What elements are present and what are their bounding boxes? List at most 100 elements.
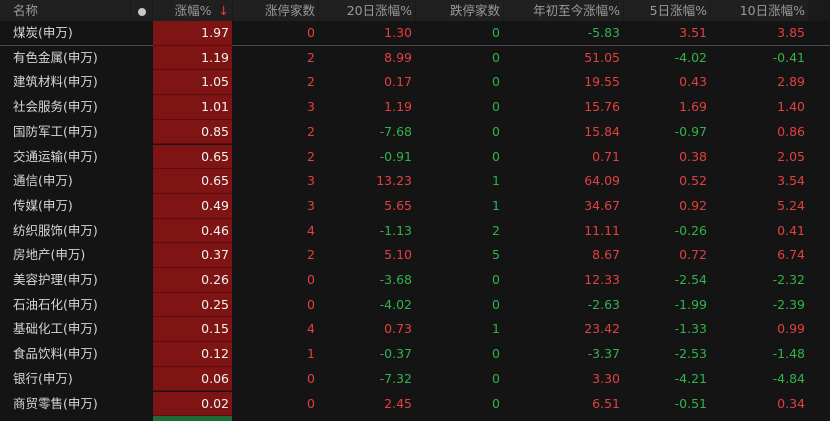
limit-up-value: 0: [307, 395, 315, 411]
change-percent: 1.97: [153, 21, 232, 46]
chg20-value: 0.17: [384, 74, 412, 90]
column-header-ytd[interactable]: 年初至今涨幅%: [504, 0, 623, 21]
limit-down-value: 0: [492, 99, 500, 115]
change-percent: 0.37: [153, 243, 232, 268]
chg5-value: -1.33: [674, 321, 707, 337]
chg20-value: -1.13: [379, 222, 412, 238]
industry-name: 传媒(申万): [13, 197, 73, 213]
chg5-value: -2.54: [674, 272, 707, 287]
chg20-value: 1.30: [384, 25, 412, 40]
industry-name: 食品饮料(申万): [13, 346, 98, 362]
table-row[interactable]: 通信(申万) 0.65 3 13.23 1 64.09 0.52 3.54: [0, 169, 830, 194]
chg10-value: -2.32: [772, 272, 805, 287]
change-percent: 0.65: [153, 144, 232, 170]
change-percent: 0.26: [153, 268, 232, 293]
chg5-value: 1.69: [679, 99, 707, 115]
limit-up-value: 2: [307, 74, 315, 90]
ytd-value: 34.67: [584, 197, 620, 213]
limit-down-value: 1: [492, 173, 500, 189]
column-header-chg5[interactable]: 5日涨幅%: [624, 0, 710, 21]
chg20-value: 2.45: [384, 395, 412, 411]
table-row[interactable]: 食品饮料(申万) 0.12 1 -0.37 0 -3.37 -2.53 -1.48: [0, 342, 830, 367]
column-header-chg10[interactable]: 10日涨幅%: [711, 0, 808, 21]
limit-down-value: 5: [492, 247, 500, 263]
column-header-limit-up[interactable]: 涨停家数: [233, 0, 318, 21]
limit-up-value: 0: [307, 370, 315, 386]
table-row[interactable]: 交通运输(申万) 0.65 2 -0.91 0 0.71 0.38 2.05: [0, 144, 830, 170]
chg10-value: -1.48: [772, 346, 805, 362]
ytd-value: -2.63: [587, 296, 620, 312]
table-row[interactable]: 有色金属(申万) 1.19 2 8.99 0 51.05 -4.02 -0.41: [0, 45, 830, 71]
chg10-value: 0.86: [777, 123, 805, 139]
limit-up-value: 0: [307, 296, 315, 312]
column-header-limit-down[interactable]: 跌停家数: [416, 0, 503, 21]
chg10-value: 2.89: [777, 74, 805, 90]
chg10-value: -4.84: [772, 370, 805, 386]
limit-up-value: 2: [307, 123, 315, 139]
chg5-value: -1.99: [674, 296, 707, 312]
table-row[interactable]: 社会服务(申万) 1.01 3 1.19 0 15.76 1.69 1.40: [0, 95, 830, 120]
table-row[interactable]: 基础化工(申万) 0.15 4 0.73 1 23.42 -1.33 0.99: [0, 317, 830, 343]
chg20-value: 1.19: [384, 99, 412, 115]
ytd-value: 11.11: [584, 222, 620, 238]
column-header-chg[interactable]: 涨幅% ↓: [153, 0, 232, 21]
column-header-chg-label: 涨幅%: [174, 3, 212, 18]
industry-name: 基础化工(申万): [13, 321, 98, 337]
ytd-value: 6.51: [592, 395, 620, 411]
chg5-value: -0.26: [674, 222, 707, 238]
chg5-value: 0.92: [679, 197, 707, 213]
limit-up-value: 1: [307, 346, 315, 362]
limit-down-value: 2: [492, 222, 500, 238]
chg10-value: 0.99: [777, 321, 805, 337]
chg10-value: 2.05: [777, 148, 805, 164]
chg5-value: 0.72: [679, 247, 707, 263]
limit-up-value: 2: [307, 49, 315, 65]
limit-down-value: 0: [492, 74, 500, 90]
industry-name: 通信(申万): [13, 173, 73, 189]
chg20-value: -3.68: [379, 272, 412, 287]
limit-down-value: 0: [492, 123, 500, 139]
industry-name: 房地产(申万): [13, 247, 86, 263]
limit-up-value: 0: [307, 25, 315, 40]
table-row[interactable]: 国防军工(申万) 0.85 2 -7.68 0 15.84 -0.97 0.86: [0, 119, 830, 145]
change-percent: 1.19: [153, 45, 232, 71]
table-row[interactable]: 商贸零售(申万) 0.02 0 2.45 0 6.51 -0.51 0.34: [0, 391, 830, 417]
chg20-value: 0.73: [384, 321, 412, 337]
chg10-value: 6.74: [777, 247, 805, 263]
table-row[interactable]: 房地产(申万) 0.37 2 5.10 5 8.67 0.72 6.74: [0, 243, 830, 268]
limit-up-value: 4: [307, 321, 315, 337]
industry-name: 纺织服饰(申万): [13, 222, 98, 238]
ytd-value: 3.30: [592, 370, 620, 386]
table-row[interactable]: 美容护理(申万) 0.26 0 -3.68 0 12.33 -2.54 -2.32: [0, 268, 830, 293]
industry-name: 煤炭(申万): [13, 25, 73, 40]
change-percent: 0.25: [153, 292, 232, 318]
limit-down-value: 0: [492, 25, 500, 40]
table-row[interactable]: 石油石化(申万) 0.25 0 -4.02 0 -2.63 -1.99 -2.39: [0, 292, 830, 318]
table-row[interactable]: 银行(申万) 0.06 0 -7.32 0 3.30 -4.21 -4.84: [0, 366, 830, 392]
chg20-value: 5.10: [384, 247, 412, 263]
column-header-name-label: 名称: [13, 3, 39, 18]
column-header-name[interactable]: 名称: [0, 0, 130, 21]
chg20-value: -0.37: [379, 346, 412, 362]
table-row[interactable]: 传媒(申万) 0.49 3 5.65 1 34.67 0.92 5.24: [0, 193, 830, 219]
chg5-value: -0.97: [674, 123, 707, 139]
industry-name: 社会服务(申万): [13, 99, 98, 115]
change-percent: 0.15: [153, 317, 232, 343]
industry-name: 有色金属(申万): [13, 49, 98, 65]
industry-name: 美容护理(申万): [13, 272, 98, 287]
table-row[interactable]: 纺织服饰(申万) 0.46 4 -1.13 2 11.11 -0.26 0.41: [0, 218, 830, 244]
table-row[interactable]: 煤炭(申万) 1.97 0 1.30 0 -5.83 3.51 3.85: [0, 21, 830, 46]
limit-up-value: 2: [307, 247, 315, 263]
column-header-chg20[interactable]: 20日涨幅%: [319, 0, 415, 21]
column-header-dot[interactable]: [131, 0, 152, 21]
industry-name: 银行(申万): [13, 370, 73, 386]
table-row[interactable]: 建筑材料(申万) 1.05 2 0.17 0 19.55 0.43 2.89: [0, 70, 830, 96]
table-header: 名称 涨幅% ↓ 涨停家数 20日涨幅% 跌停家数 年初至今涨幅% 5日涨幅% …: [0, 0, 830, 21]
chg5-value: -0.51: [674, 395, 707, 411]
limit-up-value: 4: [307, 222, 315, 238]
chg5-value: 0.43: [679, 74, 707, 90]
chg-column-next-row-strip: [153, 416, 232, 421]
limit-down-value: 0: [492, 272, 500, 287]
chg5-value: -4.02: [674, 49, 707, 65]
chg10-value: 3.54: [777, 173, 805, 189]
